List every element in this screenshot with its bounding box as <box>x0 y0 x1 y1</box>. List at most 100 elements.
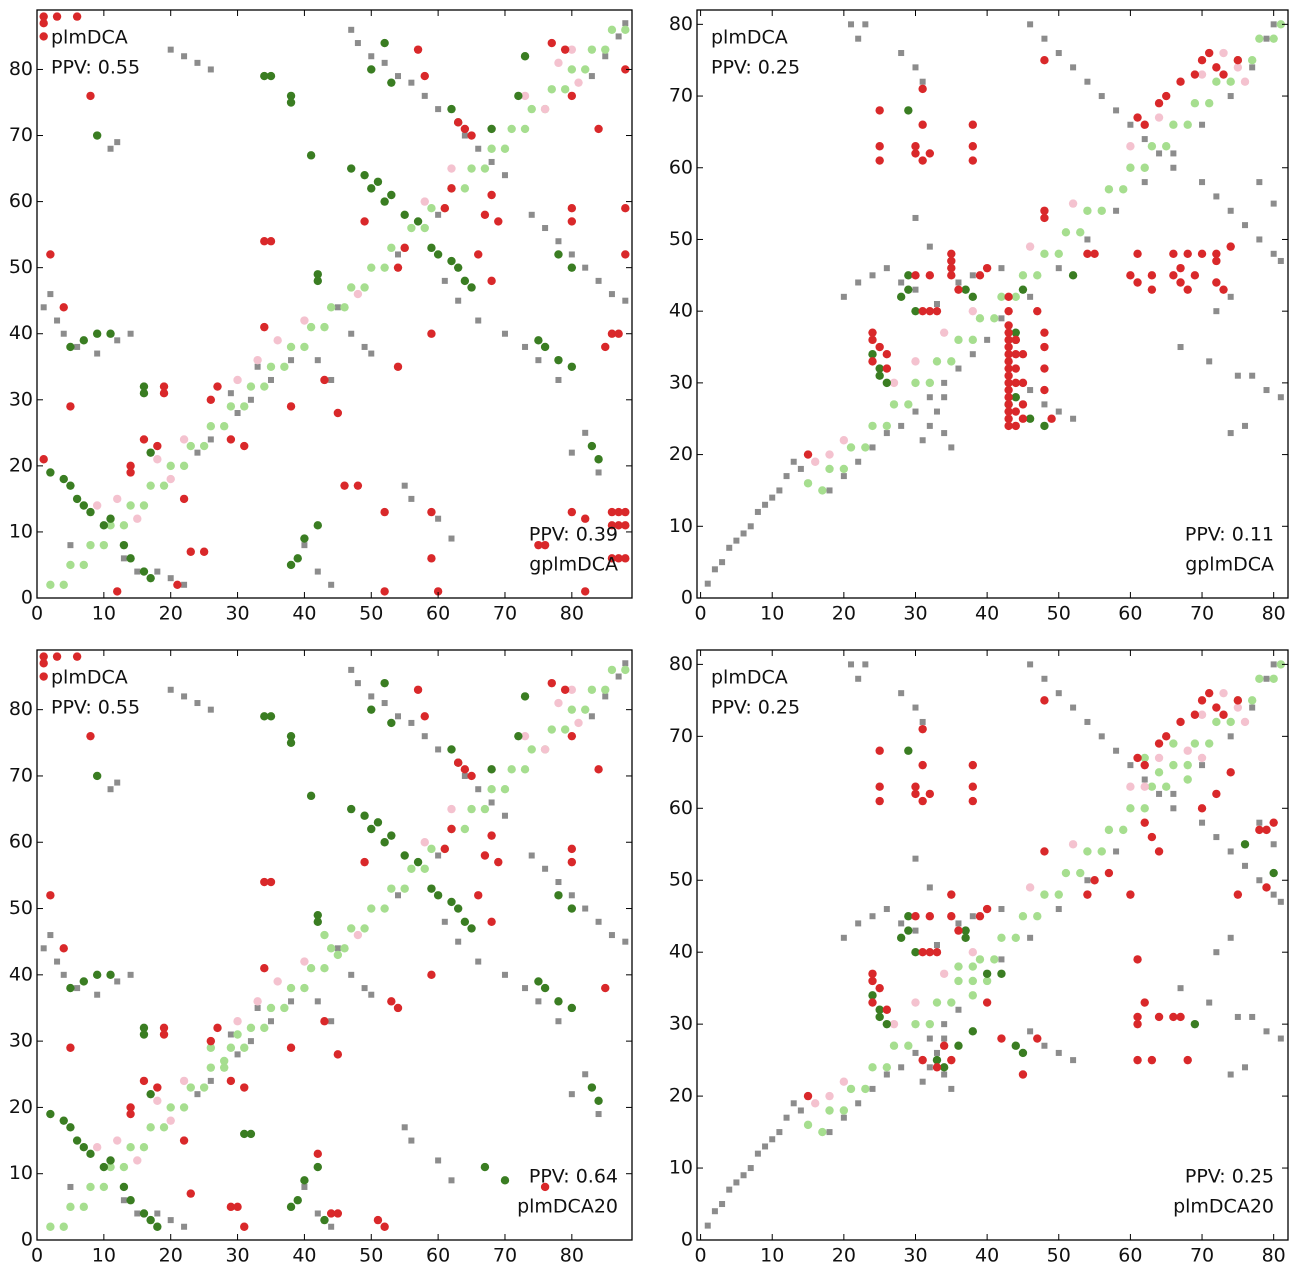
annotation: PPV: 0.11 <box>1185 524 1274 546</box>
contact-dot <box>447 745 456 754</box>
contact-dot <box>954 962 963 971</box>
contact-dot <box>567 204 577 213</box>
contact-square <box>1263 1028 1270 1035</box>
annotation: plmDCA <box>711 667 788 689</box>
contact-dot <box>219 422 229 431</box>
contact-dot <box>939 969 949 978</box>
contact-square <box>1170 805 1177 812</box>
contact-dot <box>113 1136 122 1145</box>
contact-dot <box>86 1149 95 1159</box>
contact-dot <box>139 1030 149 1039</box>
contact-dot <box>925 378 935 388</box>
contact-square <box>1041 1042 1048 1049</box>
contact-dot <box>260 964 269 973</box>
contact-dot <box>99 1162 109 1172</box>
contact-dot <box>547 678 556 688</box>
contact-square <box>941 430 948 437</box>
contact-dot <box>1040 206 1049 215</box>
contact-dot <box>474 250 483 259</box>
contact-dot <box>146 448 155 457</box>
contact-dot <box>868 335 877 345</box>
contact-square <box>1227 934 1234 941</box>
contact-dot <box>1133 955 1142 964</box>
contact-dot <box>380 1222 389 1231</box>
contact-dot <box>206 422 216 431</box>
contact-square <box>1234 372 1241 379</box>
contact-dot <box>911 789 920 799</box>
x-tick-label: 60 <box>426 603 450 625</box>
contact-dot <box>1004 357 1013 366</box>
contact-dot <box>954 285 963 294</box>
contact-square <box>328 581 335 588</box>
contact-dot <box>487 144 496 153</box>
contact-dot <box>925 789 935 799</box>
contact-dot <box>46 891 55 900</box>
contact-dot <box>119 1182 129 1192</box>
contact-dot <box>861 443 870 452</box>
contact-square <box>475 317 482 324</box>
contact-dot <box>875 782 884 791</box>
contact-dot <box>139 1142 149 1152</box>
contact-dot <box>253 997 262 1006</box>
contact-dot <box>982 998 992 1007</box>
contact-square <box>1249 1013 1256 1020</box>
contact-square <box>354 680 361 687</box>
contact-dot <box>1247 696 1257 705</box>
contact-square <box>1199 179 1206 186</box>
contact-dot <box>400 851 409 860</box>
contact-dot <box>500 144 510 153</box>
contact-dot <box>1212 703 1221 712</box>
contact-square <box>54 958 61 965</box>
contact-dot <box>534 977 543 986</box>
contact-dot <box>982 263 992 273</box>
y-tick-label: 20 <box>9 1096 33 1118</box>
contact-square <box>267 376 274 383</box>
contact-dot <box>453 118 463 127</box>
contact-dot <box>1162 142 1171 151</box>
x-tick-label: 0 <box>31 1245 43 1267</box>
contact-dot <box>947 357 956 366</box>
contact-dot <box>367 263 376 272</box>
contact-dot <box>380 507 389 517</box>
contact-square <box>740 530 747 537</box>
contact-dot <box>79 977 88 986</box>
contact-dot <box>875 796 884 806</box>
contact-square <box>754 508 761 515</box>
contact-square <box>435 1157 442 1164</box>
contact-dot <box>367 904 376 913</box>
contact-square <box>381 59 388 66</box>
contact-dot <box>126 554 135 563</box>
contact-dot <box>139 435 149 444</box>
contact-dot <box>1004 371 1013 380</box>
contact-dot <box>320 1017 329 1026</box>
y-tick-label: 80 <box>669 653 693 675</box>
annotation: gplmDCA <box>529 554 618 576</box>
contact-dot <box>467 283 476 292</box>
contact-dot <box>947 256 956 266</box>
contact-square <box>381 700 388 707</box>
contact-dot <box>925 149 935 158</box>
contact-dot <box>1033 912 1042 921</box>
contact-dot <box>39 32 48 41</box>
y-tick-label: 40 <box>669 941 693 963</box>
contact-square <box>740 1172 747 1179</box>
contact-square <box>726 544 733 551</box>
contact-dot <box>487 917 496 926</box>
contact-dot <box>92 329 102 338</box>
contact-dot <box>286 98 296 107</box>
contact-square <box>1084 236 1091 243</box>
contact-dot <box>133 514 142 523</box>
contact-dot <box>1240 77 1250 86</box>
contact-square <box>826 487 833 494</box>
contact-dot <box>367 824 376 834</box>
contact-dot <box>59 944 68 953</box>
contact-dot <box>313 276 322 286</box>
contact-dot <box>540 342 550 352</box>
contact-square <box>181 1223 188 1230</box>
contact-dot <box>1025 242 1035 251</box>
contact-dot <box>547 725 556 734</box>
contact-square <box>1227 848 1234 855</box>
contact-dot <box>514 731 523 741</box>
x-tick-label: 40 <box>292 603 316 625</box>
contact-dot <box>918 156 927 165</box>
